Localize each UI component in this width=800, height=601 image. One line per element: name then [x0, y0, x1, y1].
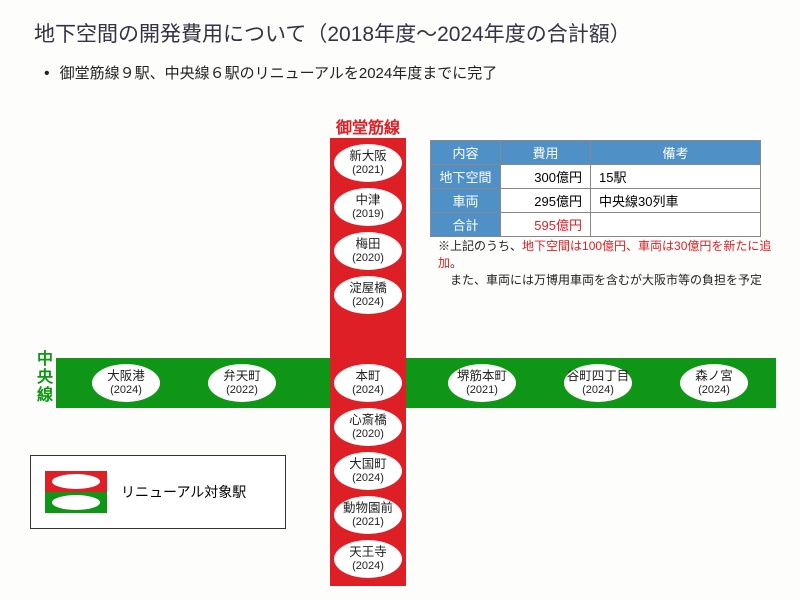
station-name: 梅田 — [355, 237, 380, 251]
station-name: 谷町四丁目 — [567, 369, 630, 383]
row-label: 合計 — [431, 213, 501, 237]
station-oval: 中津(2019) — [334, 188, 402, 226]
station-name: 大国町 — [349, 457, 387, 471]
footnote: ※上記のうち、地下空間は100億円、車両は30億円を新たに追加。 また、車両には… — [438, 238, 778, 288]
midosuji-line-label: 御堂筋線 — [330, 114, 406, 138]
station-year: (2024) — [352, 384, 384, 397]
legend-box: リニューアル対象駅 — [30, 455, 286, 529]
table-row: 地下空間300億円15駅 — [431, 165, 761, 189]
station-oval: 本町(2024) — [334, 364, 402, 402]
station-year: (2024) — [582, 384, 614, 397]
station-oval: 大国町(2024) — [334, 452, 402, 490]
station-year: (2024) — [110, 384, 142, 397]
chuo-line-band — [56, 358, 776, 408]
station-year: (2021) — [352, 164, 384, 177]
row-label: 車両 — [431, 189, 501, 213]
station-year: (2024) — [698, 384, 730, 397]
row-cost: 595億円 — [501, 213, 591, 237]
station-name: 弁天町 — [223, 369, 261, 383]
cost-table: 内容費用備考 地下空間300億円15駅車両295億円中央線30列車合計595億円 — [430, 140, 761, 237]
table-header: 費用 — [501, 141, 591, 165]
station-year: (2021) — [352, 516, 384, 529]
station-year: (2024) — [352, 560, 384, 573]
legend-label: リニューアル対象駅 — [121, 482, 246, 502]
station-oval: 大阪港(2024) — [92, 364, 160, 402]
station-oval: 堺筋本町(2021) — [448, 364, 516, 402]
row-label: 地下空間 — [431, 165, 501, 189]
row-note: 15駅 — [591, 165, 761, 189]
station-name: 動物園前 — [343, 501, 393, 515]
station-year: (2024) — [352, 472, 384, 485]
table-row: 合計595億円 — [431, 213, 761, 237]
station-year: (2020) — [352, 252, 384, 265]
station-oval: 弁天町(2022) — [208, 364, 276, 402]
station-year: (2020) — [352, 428, 384, 441]
line-diagram: 中央線 御堂筋線 新大阪(2021)中津(2019)梅田(2020)淀屋橋(20… — [0, 110, 800, 590]
station-name: 中津 — [355, 193, 380, 207]
station-oval: 森ノ宮(2024) — [680, 364, 748, 402]
row-cost: 300億円 — [501, 165, 591, 189]
station-name: 新大阪 — [349, 149, 387, 163]
station-name: 心斎橋 — [349, 413, 387, 427]
station-oval: 梅田(2020) — [334, 232, 402, 270]
table-header: 内容 — [431, 141, 501, 165]
station-name: 淀屋橋 — [349, 281, 387, 295]
legend-swatch — [45, 471, 107, 513]
row-cost: 295億円 — [501, 189, 591, 213]
table-row: 車両295億円中央線30列車 — [431, 189, 761, 213]
station-oval: 天王寺(2024) — [334, 540, 402, 578]
row-note: 中央線30列車 — [591, 189, 761, 213]
chuo-line-label: 中央線 — [30, 350, 54, 404]
station-name: 森ノ宮 — [695, 369, 733, 383]
station-oval: 新大阪(2021) — [334, 144, 402, 182]
page-subtitle: 御堂筋線９駅、中央線６駅のリニューアルを2024年度までに完了 — [0, 48, 800, 83]
row-note — [591, 213, 761, 237]
table-header: 備考 — [591, 141, 761, 165]
station-name: 堺筋本町 — [457, 369, 507, 383]
station-year: (2024) — [352, 296, 384, 309]
station-name: 天王寺 — [349, 545, 387, 559]
station-oval: 心斎橋(2020) — [334, 408, 402, 446]
page-title: 地下空間の開発費用について（2018年度～2024年度の合計額） — [0, 0, 800, 48]
station-year: (2021) — [466, 384, 498, 397]
station-year: (2022) — [226, 384, 258, 397]
station-oval: 谷町四丁目(2024) — [564, 364, 632, 402]
station-oval: 動物園前(2021) — [334, 496, 402, 534]
station-year: (2019) — [352, 208, 384, 221]
station-oval: 淀屋橋(2024) — [334, 276, 402, 314]
station-name: 大阪港 — [107, 369, 145, 383]
station-name: 本町 — [355, 369, 380, 383]
